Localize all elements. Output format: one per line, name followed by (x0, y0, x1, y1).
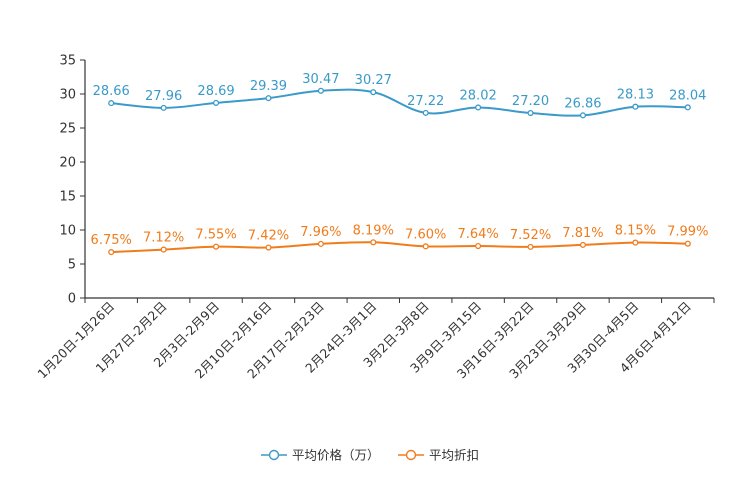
data-point[interactable] (317, 87, 324, 94)
series-layer: 28.66 27.96 28.69 29.39 30.47 30.27 27.22 28.02… (91, 72, 708, 256)
data-label: 30.27 (355, 73, 392, 88)
legend-item-1[interactable]: 平均价格（万） (261, 448, 380, 463)
data-label: 6.75% (91, 233, 132, 248)
data-label: 8.15% (615, 224, 656, 239)
data-point[interactable] (370, 89, 377, 96)
data-label: 30.47 (302, 72, 339, 87)
data-label: 27.96 (145, 89, 182, 104)
legend-marker-icon (405, 449, 417, 461)
data-label: 7.52% (510, 228, 551, 243)
data-point[interactable] (527, 243, 534, 250)
y-tick-label: 5 (68, 258, 76, 273)
data-label: 28.02 (460, 88, 497, 103)
data-point[interactable] (579, 112, 587, 119)
data-point[interactable] (265, 244, 272, 251)
data-label: 7.99% (667, 225, 708, 240)
legend-label: 平均价格（万） (292, 448, 380, 463)
series-line (111, 241, 688, 254)
data-point[interactable] (684, 104, 691, 111)
data-point[interactable] (422, 243, 429, 250)
legend-item-2[interactable]: 平均折扣 (398, 448, 479, 463)
data-label: 7.81% (562, 226, 603, 241)
data-point[interactable] (108, 249, 115, 256)
series-line (111, 88, 688, 117)
y-tick-label: 20 (59, 156, 76, 171)
data-point[interactable] (632, 239, 639, 246)
data-point[interactable] (317, 240, 324, 247)
data-point[interactable] (475, 242, 482, 250)
data-label: 7.64% (457, 227, 498, 242)
y-tick-label: 15 (59, 190, 76, 205)
y-tick-label: 25 (59, 122, 76, 137)
data-point[interactable] (684, 240, 691, 247)
data-point[interactable] (265, 95, 272, 102)
data-point[interactable] (212, 99, 220, 106)
data-label: 8.19% (353, 223, 394, 238)
data-point[interactable] (160, 104, 167, 111)
data-point[interactable] (632, 103, 639, 110)
data-label: 7.55% (195, 228, 236, 243)
legend-label: 平均折扣 (429, 448, 479, 463)
data-point[interactable] (370, 239, 377, 246)
data-label: 7.96% (300, 225, 341, 240)
y-tick-label: 0 (68, 292, 76, 307)
axes: 051015202530351月20日-1月26日1月27日-2月2日2月3日-… (34, 54, 715, 381)
series-1: 28.66 27.96 28.69 29.39 30.47 30.27 27.22 28.02… (93, 72, 706, 119)
data-label: 28.69 (197, 84, 234, 99)
data-point[interactable] (527, 109, 534, 117)
data-label: 7.42% (248, 229, 289, 244)
data-label: 7.12% (143, 231, 184, 246)
data-label: 28.13 (617, 88, 654, 103)
data-label: 28.04 (669, 88, 706, 103)
data-point[interactable] (422, 109, 429, 116)
data-point[interactable] (475, 104, 482, 111)
data-label: 7.60% (405, 227, 446, 242)
data-label: 26.86 (564, 96, 601, 111)
data-label: 28.66 (93, 84, 130, 99)
y-tick-label: 10 (59, 224, 76, 239)
y-tick-label: 35 (59, 54, 76, 69)
series-2: 6.75% 7.12% 7.55% 7.42% 7.96% 8.19% 7.60% 7.64%… (91, 223, 708, 256)
data-point[interactable] (108, 100, 115, 107)
y-tick-label: 30 (59, 88, 76, 103)
data-point[interactable] (160, 246, 167, 253)
data-point[interactable] (212, 243, 220, 250)
data-label: 27.22 (407, 94, 444, 109)
legend-marker-icon (268, 449, 280, 461)
legend[interactable]: 平均价格（万） 平均折扣 (261, 448, 479, 463)
data-label: 27.20 (512, 94, 549, 109)
data-label: 29.39 (250, 79, 287, 94)
data-point[interactable] (579, 241, 587, 248)
